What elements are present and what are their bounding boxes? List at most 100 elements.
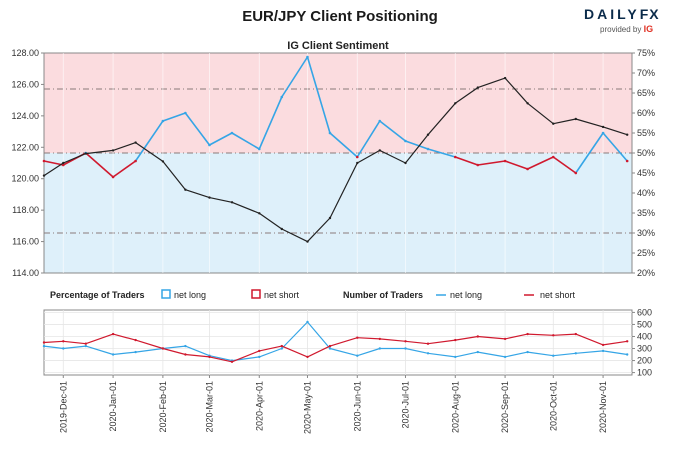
legend-pct-net-short-label: net short [264, 290, 300, 300]
net-short-count-line-point [62, 340, 65, 343]
legend-pct-net-long-label: net long [174, 290, 206, 300]
positioning-point [61, 163, 65, 167]
net-long-count-line-point [526, 350, 529, 354]
net-long-count-line-point [84, 344, 88, 348]
positioning-point [230, 131, 234, 135]
net-short-count-line-point [378, 337, 381, 341]
net-long-count-line-point [378, 347, 381, 350]
percent-tick-label: 50% [637, 148, 655, 158]
net-long-count-line-point [404, 347, 407, 350]
positioning-segment [455, 156, 479, 166]
x-tick-label: 2020-May-01 [302, 381, 312, 434]
positioning-segment [552, 156, 577, 174]
positioning-segment [527, 156, 554, 170]
positioning-segment [379, 120, 406, 142]
positioning-segment [85, 152, 114, 178]
percent-tick-label: 60% [637, 108, 655, 118]
positioning-point [355, 155, 359, 159]
x-tick-label: 2020-Feb-01 [158, 381, 168, 433]
net-short-count-line-point [526, 332, 529, 336]
percent-tick-label: 65% [637, 88, 655, 98]
positioning-point [42, 159, 46, 163]
sub-panel-axes: 2019-Dec-01 2020-Jan-01 2020-Feb-01 2020-Ma… [58, 307, 652, 434]
positioning-point [280, 95, 284, 99]
net-long-count-line-point [454, 355, 457, 359]
lower-sentiment-zone [44, 153, 632, 273]
eurjpy-price-line-point [601, 125, 605, 129]
positioning-segment [477, 160, 506, 166]
legend-pct-net-short-swatch [251, 289, 261, 299]
positioning-point [503, 159, 507, 163]
main-panel-frame [43, 52, 633, 274]
trader-count-tick-label: 100 [637, 368, 652, 378]
trader-count-tick-label: 600 [637, 307, 652, 317]
price-tick-label: 126.00 [11, 79, 39, 89]
net-short-count-line-point [626, 340, 629, 343]
net-long-count-line-point [258, 355, 261, 359]
net-long-count-line-point [111, 353, 115, 356]
eurjpy-price-line-point [378, 149, 381, 152]
price-tick-label: 116.00 [12, 237, 39, 247]
x-tick-label: 2020-Apr-01 [254, 381, 264, 431]
positioning-point [134, 159, 137, 163]
eurjpy-price-line-point [356, 161, 359, 165]
x-tick-label: 2020-Nov-01 [598, 381, 608, 433]
positioning-segment [258, 96, 283, 150]
net-long-count-line-point [328, 347, 332, 350]
net-short-count-line-point [42, 341, 46, 344]
positioning-point [306, 55, 309, 59]
upper-sentiment-zone [44, 53, 632, 153]
net-long-count-line-point [134, 350, 137, 354]
main-panel-grid [44, 53, 632, 273]
positioning-segment [306, 56, 331, 134]
legend-count-title: Number of Traders [343, 290, 423, 300]
x-tick-label: 2020-Oct-01 [548, 381, 558, 431]
net-short-count-line-point [161, 347, 165, 350]
net-short-count-line-point [476, 335, 479, 338]
net-short-count-line-point [404, 340, 407, 343]
positioning-point [601, 131, 605, 135]
logo-brand-fx: FX [639, 6, 660, 22]
positioning-point [404, 139, 407, 143]
net-short-count-line-point [208, 355, 211, 359]
positioning-segment [356, 120, 381, 158]
main-panel-axes: 114.00 116.00 118.00 120.00 122.00 124.00 126.… [11, 48, 655, 278]
net-short-count-line-point [134, 338, 137, 342]
logo-provider: IG [643, 24, 654, 34]
sub-panel-grid [43, 309, 633, 376]
eurjpy-price-line-point [328, 216, 332, 220]
percent-tick-label: 30% [637, 228, 655, 238]
trader-count-tick-label: 300 [637, 344, 652, 354]
eurjpy-price-line-point [404, 161, 407, 165]
logo-brand-main: DAILY [584, 6, 640, 22]
price-tick-label: 128.00 [11, 48, 39, 58]
sentiment-title: IG Client Sentiment [287, 40, 389, 52]
net-long-count-line-point [476, 350, 479, 354]
net-long-count-line-point [356, 354, 359, 357]
legend-count-net-short-label: net short [540, 290, 576, 300]
logo-provided-by: provided by IG [600, 24, 653, 34]
positioning-segment [134, 120, 164, 162]
dailyfx-logo: DAILYFX [584, 6, 660, 22]
eurjpy-price-line-point [476, 86, 479, 89]
eurjpy-price-line-point [503, 76, 507, 80]
net-short-count-line-point [328, 344, 332, 348]
positioning-point [328, 131, 332, 135]
net-long-count-line-point [42, 344, 46, 348]
net-long-count-line-point [280, 347, 283, 350]
sub-panel-frame [43, 309, 633, 376]
x-tick-label: 2020-Aug-01 [450, 381, 460, 433]
eurjpy-price-line-point [258, 212, 261, 215]
legend-pct-net-long-swatch [161, 289, 171, 299]
positioning-segment [231, 132, 260, 150]
net-short-count-line-point [601, 343, 605, 347]
price-tick-label: 118.00 [12, 205, 39, 215]
net-short-count-line-point [258, 349, 261, 353]
x-tick-label: 2020-Jun-01 [352, 381, 362, 432]
positioning-segment [329, 132, 358, 158]
percent-tick-label: 20% [637, 268, 655, 278]
net-short-count-line-point [552, 334, 555, 337]
positioning-segment [405, 140, 429, 150]
